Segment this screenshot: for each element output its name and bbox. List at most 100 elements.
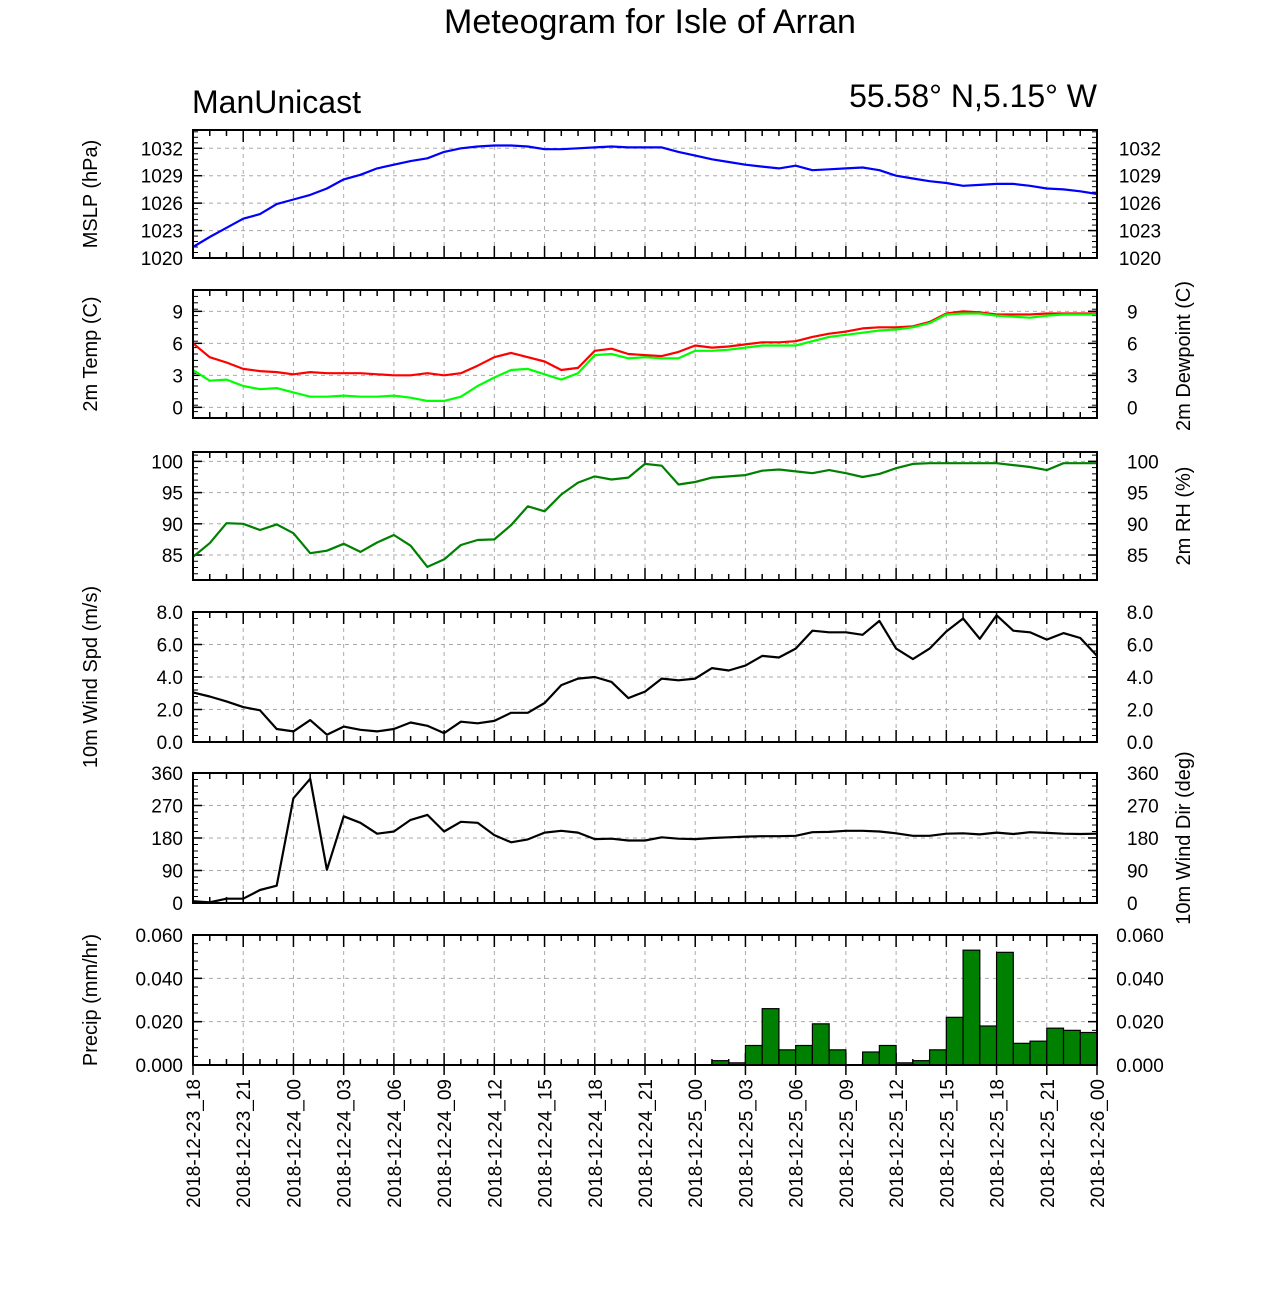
x-tick-label: 2018-12-25_00 xyxy=(686,1079,707,1208)
y-tick-label: 100 xyxy=(151,452,183,473)
x-tick-labels: 2018-12-23_18 2018-12-23_21 2018-12-24_00 2… xyxy=(184,1079,1109,1208)
y-tick-label: 180 xyxy=(151,829,183,850)
series-line-1 xyxy=(192,144,1098,248)
y-tick-label: 90 xyxy=(162,515,183,536)
panel-frame xyxy=(192,129,1098,259)
series-line-1 xyxy=(192,777,1098,904)
y-tick-label: 9 xyxy=(172,302,183,323)
y-tick-label-right: 100 xyxy=(1127,452,1159,473)
precip-bar xyxy=(995,951,1014,1066)
y-tick-label-right: 3 xyxy=(1127,366,1138,387)
y-tick-label: 0 xyxy=(172,398,183,419)
precip-bar xyxy=(928,1049,947,1066)
y-tick-label: 95 xyxy=(162,484,183,505)
x-tick-label: 2018-12-23_18 xyxy=(184,1079,205,1208)
panel-frame xyxy=(192,289,1098,419)
y-tick-label: 1026 xyxy=(141,194,183,215)
panel-frame xyxy=(192,772,1098,904)
x-tick-label: 2018-12-24_00 xyxy=(284,1079,305,1208)
y-tick-label-right: 1029 xyxy=(1119,167,1161,188)
panel-4: 0.0 0.0 2.0 2.0 4.0 4.0 6.0 6.0 8.0 8.0 10m Wind S… xyxy=(80,586,1153,768)
y-tick-label-right: 1023 xyxy=(1119,222,1161,243)
precip-bar xyxy=(1029,1040,1048,1066)
precip-bar xyxy=(1062,1029,1081,1066)
series-line-1 xyxy=(192,462,1097,569)
x-tick-label: 2018-12-24_18 xyxy=(586,1079,607,1208)
panel-1: 1020 1020 1023 1023 1026 1026 1029 1029 1032 1032… xyxy=(80,129,1161,270)
y-tick-label-right: 1020 xyxy=(1119,249,1161,270)
panel-5: 0 0 90 90 180 180 270 270 360 360 10m Wind Dir (de… xyxy=(151,751,1195,924)
y-tick-label-right: 270 xyxy=(1127,797,1159,818)
y-tick-label-right: 0 xyxy=(1127,398,1138,419)
y-tick-label-right: 6.0 xyxy=(1127,636,1153,657)
precip-bar xyxy=(1079,1031,1098,1066)
x-tick-label: 2018-12-25_12 xyxy=(887,1079,908,1208)
y-tick-label-right: 1026 xyxy=(1119,194,1161,215)
y-axis-label: 2m Temp (C) xyxy=(80,296,102,411)
y-axis-label: Precip (mm/hr) xyxy=(80,934,102,1066)
panel-frame xyxy=(192,451,1098,581)
precip-bar xyxy=(828,1049,847,1066)
precip-bar xyxy=(962,949,981,1066)
precip-bar xyxy=(1012,1042,1031,1066)
panel-frame xyxy=(192,934,1098,1066)
x-tick-label: 2018-12-24_03 xyxy=(335,1079,356,1208)
x-tick-label: 2018-12-24_12 xyxy=(485,1079,506,1208)
x-tick-label: 2018-12-25_06 xyxy=(787,1079,808,1208)
series-line-1 xyxy=(192,614,1098,736)
x-tick-label: 2018-12-24_09 xyxy=(435,1079,456,1208)
y-axis-label: 10m Wind Dir (deg) xyxy=(1173,751,1195,924)
y-tick-label: 0.000 xyxy=(135,1056,183,1077)
y-axis-label: 10m Wind Spd (m/s) xyxy=(80,586,102,768)
x-tick-label: 2018-12-25_03 xyxy=(736,1079,757,1208)
model-name-label: ManUnicast xyxy=(192,84,361,120)
x-tick-label: 2018-12-25_09 xyxy=(837,1079,858,1208)
y-tick-label-right: 0 xyxy=(1127,894,1138,915)
y-tick-label-right: 8.0 xyxy=(1127,603,1153,624)
y-tick-label-right: 0.0 xyxy=(1127,733,1153,754)
y-tick-label: 85 xyxy=(162,546,183,567)
y-tick-label: 0.060 xyxy=(135,926,183,947)
y-tick-label-right: 180 xyxy=(1127,829,1159,850)
precip-bar xyxy=(878,1044,897,1066)
precip-bar xyxy=(811,1023,830,1066)
precip-bar xyxy=(862,1051,880,1066)
y-tick-label: 1032 xyxy=(141,139,183,160)
y-tick-label-right: 85 xyxy=(1127,546,1148,567)
x-tick-label: 2018-12-26_00 xyxy=(1088,1079,1109,1208)
chart-title: Meteogram for Isle of Arran xyxy=(444,3,856,41)
precip-bar xyxy=(979,1025,998,1066)
coordinates-label: 55.58° N,5.15° W xyxy=(849,78,1098,114)
precip-bar xyxy=(795,1044,814,1066)
y-axis-label: MSLP (hPa) xyxy=(80,140,102,249)
panel-frame xyxy=(192,611,1098,743)
y-tick-label: 3 xyxy=(172,366,183,387)
y-tick-label: 270 xyxy=(151,797,183,818)
x-tick-label: 2018-12-25_21 xyxy=(1038,1079,1059,1208)
panel-6: 0.000 0.000 0.020 0.020 0.040 0.040 0.060 0.060… xyxy=(80,926,1164,1077)
y-tick-label-right: 1032 xyxy=(1119,139,1161,160)
x-tick-label: 2018-12-25_15 xyxy=(937,1079,958,1208)
x-tick-label: 2018-12-24_15 xyxy=(536,1079,557,1208)
x-tick-label: 2018-12-23_21 xyxy=(234,1079,255,1208)
y-tick-label-right: 0.000 xyxy=(1116,1056,1164,1077)
y-tick-label-right: 90 xyxy=(1127,515,1148,536)
x-tick-label: 2018-12-24_21 xyxy=(636,1079,657,1208)
y-tick-label: 0 xyxy=(172,894,183,915)
y-tick-label: 0.020 xyxy=(135,1013,183,1034)
precip-bar xyxy=(1046,1027,1065,1066)
y-tick-label-right: 0.040 xyxy=(1116,969,1164,990)
y-tick-label-right: 0.060 xyxy=(1116,926,1164,947)
y2-axis-label: 2m Dewpoint (C) xyxy=(1173,281,1195,431)
y-tick-label-right: 0.020 xyxy=(1116,1013,1164,1034)
panels-group: 1020 1020 1023 1023 1026 1026 1029 1029 1032 1032… xyxy=(80,129,1195,1077)
y-tick-label-right: 360 xyxy=(1127,764,1159,785)
precip-bar xyxy=(761,1008,780,1066)
y-tick-label: 1023 xyxy=(141,222,183,243)
y-axis-label: 2m RH (%) xyxy=(1173,467,1195,566)
panel-3: 85 85 90 90 95 95 100 100 2m RH (%) xyxy=(151,451,1195,581)
y-tick-label: 8.0 xyxy=(157,603,183,624)
precip-bar xyxy=(778,1049,797,1066)
y-tick-label: 360 xyxy=(151,764,183,785)
